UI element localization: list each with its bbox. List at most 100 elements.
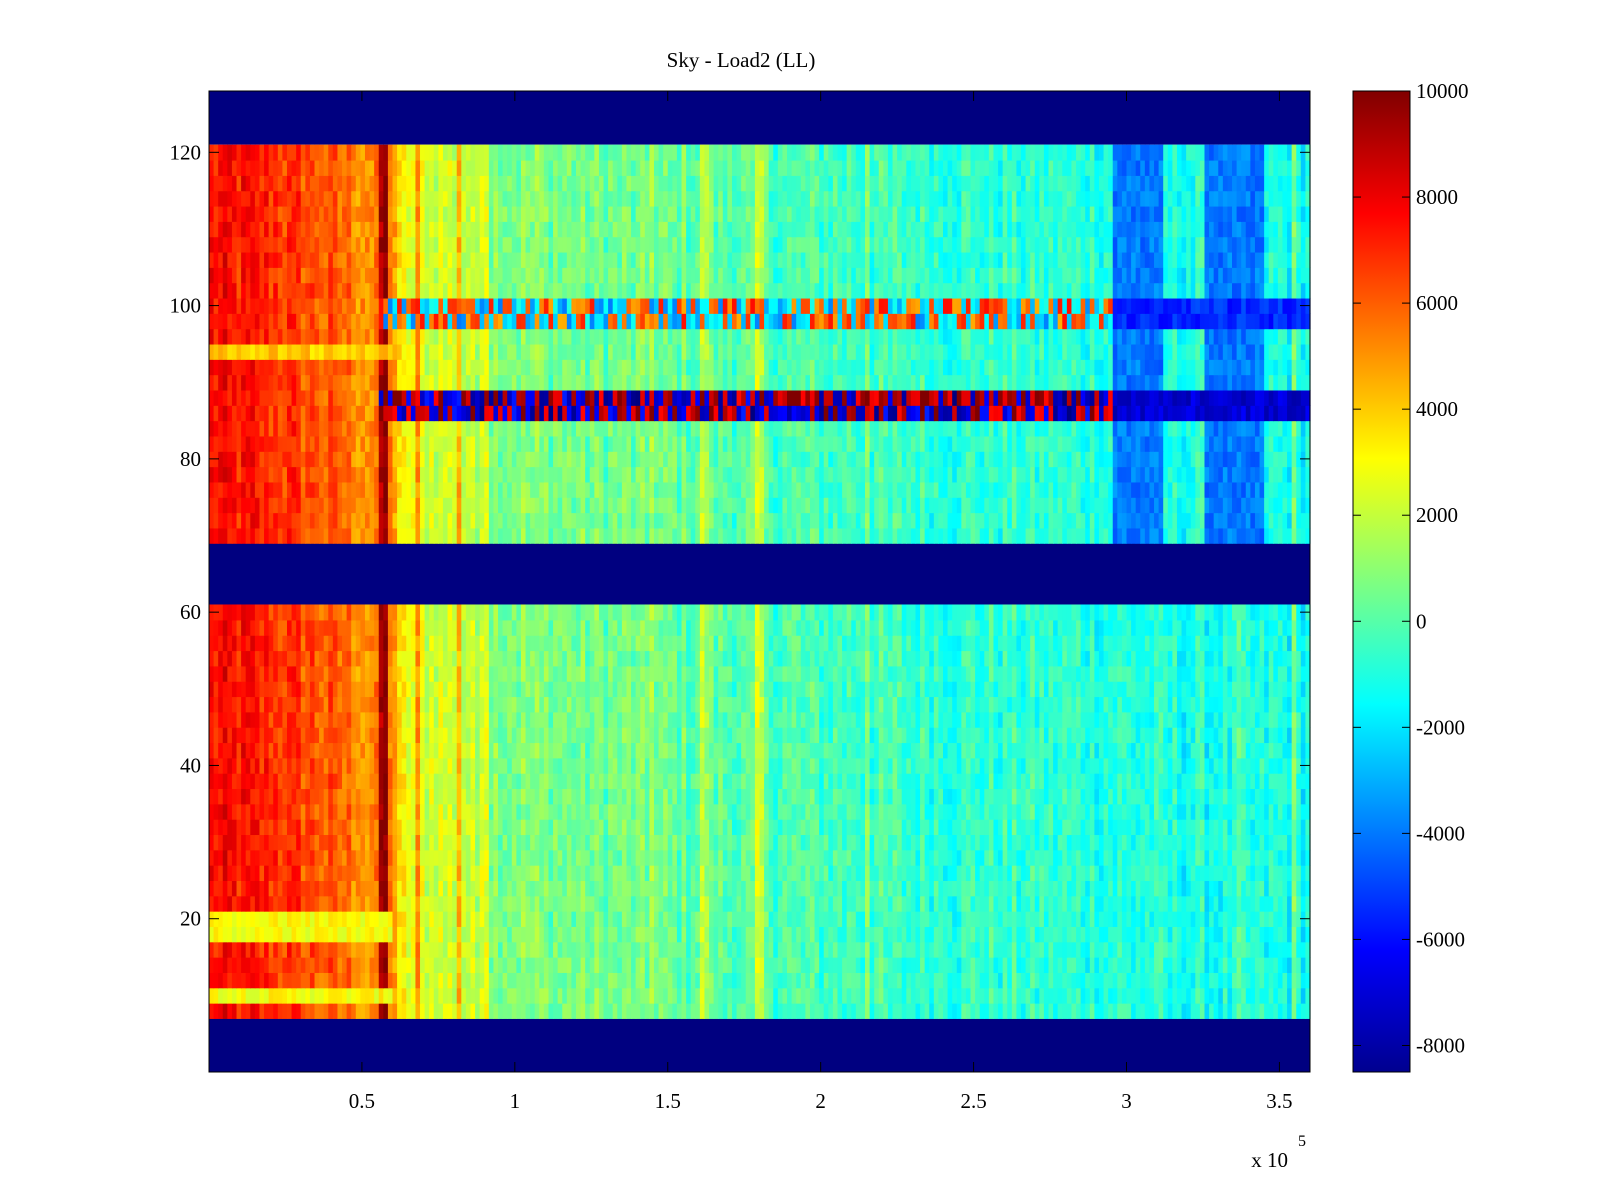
heatmap-cell bbox=[1163, 987, 1169, 1004]
heatmap-cell bbox=[736, 957, 742, 973]
heatmap-cell bbox=[832, 711, 839, 728]
heatmap-cell bbox=[1167, 941, 1173, 958]
heatmap-cell bbox=[1126, 742, 1132, 759]
heatmap-cell bbox=[397, 711, 403, 728]
heatmap-cell bbox=[250, 926, 256, 943]
heatmap-cell bbox=[1098, 941, 1105, 958]
heatmap-cell bbox=[461, 941, 467, 958]
heatmap-cell bbox=[1121, 941, 1128, 958]
heatmap-cell bbox=[548, 834, 554, 851]
heatmap-cell bbox=[764, 711, 770, 728]
heatmap-cell bbox=[745, 957, 751, 973]
heatmap-cell bbox=[1209, 941, 1215, 958]
heatmap-cell bbox=[332, 911, 339, 927]
heatmap-cell bbox=[534, 773, 540, 790]
heatmap-cell bbox=[507, 926, 513, 943]
heatmap-cell bbox=[1025, 941, 1031, 958]
heatmap-cell bbox=[1025, 865, 1031, 881]
heatmap-cell bbox=[516, 742, 522, 759]
heatmap-cell bbox=[475, 819, 481, 836]
heatmap-cell bbox=[1057, 696, 1063, 713]
heatmap-cell bbox=[952, 987, 958, 1004]
heatmap-cell bbox=[1066, 757, 1073, 774]
heatmap-cell bbox=[865, 711, 871, 728]
heatmap-cell bbox=[360, 865, 366, 881]
heatmap-cell bbox=[1259, 926, 1265, 943]
heatmap-cell bbox=[1236, 957, 1242, 973]
heatmap-cell bbox=[1273, 972, 1279, 989]
heatmap-cell bbox=[598, 1003, 605, 1019]
heatmap-cell bbox=[731, 819, 738, 836]
heatmap-cell bbox=[1144, 926, 1151, 943]
heatmap-cell bbox=[809, 696, 816, 713]
heatmap-cell bbox=[608, 926, 614, 943]
heatmap-cell bbox=[498, 773, 504, 790]
heatmap-cell bbox=[800, 803, 806, 820]
heatmap-cell bbox=[429, 895, 435, 912]
heatmap-cell bbox=[369, 865, 375, 881]
heatmap-cell bbox=[635, 880, 641, 897]
heatmap-cell bbox=[209, 849, 215, 866]
heatmap-cell bbox=[603, 773, 609, 790]
heatmap-cell bbox=[704, 1003, 710, 1019]
heatmap-cell bbox=[1204, 957, 1210, 973]
heatmap-cell bbox=[626, 972, 632, 989]
heatmap-cell bbox=[1117, 773, 1123, 790]
heatmap-cell bbox=[543, 895, 550, 912]
heatmap-cell bbox=[800, 1003, 806, 1019]
heatmap-cell bbox=[598, 696, 605, 713]
heatmap-cell bbox=[1066, 696, 1073, 713]
heatmap-cell bbox=[819, 757, 825, 774]
heatmap-cell bbox=[865, 757, 871, 774]
heatmap-cell bbox=[612, 941, 618, 958]
heatmap-cell bbox=[1098, 711, 1105, 728]
heatmap-cell bbox=[332, 742, 339, 759]
heatmap-cell bbox=[1287, 972, 1293, 989]
heatmap-cell bbox=[796, 941, 802, 958]
heatmap-cell bbox=[273, 727, 279, 744]
heatmap-cell bbox=[493, 696, 499, 713]
heatmap-cell bbox=[562, 849, 568, 866]
heatmap-cell bbox=[956, 911, 962, 927]
heatmap-cell bbox=[1089, 803, 1095, 820]
heatmap-cell bbox=[851, 849, 857, 866]
heatmap-cell bbox=[484, 895, 490, 912]
heatmap-cell bbox=[653, 742, 660, 759]
heatmap-cell bbox=[860, 788, 866, 805]
heatmap-cell bbox=[947, 727, 953, 744]
heatmap-cell bbox=[988, 803, 995, 820]
heatmap-cell bbox=[475, 941, 481, 958]
heatmap-cell bbox=[663, 926, 669, 943]
heatmap-cell bbox=[672, 696, 678, 713]
heatmap-cell bbox=[571, 987, 577, 1004]
heatmap-cell bbox=[603, 711, 609, 728]
heatmap-cell bbox=[475, 972, 481, 989]
heatmap-cell bbox=[209, 742, 215, 759]
heatmap-cell bbox=[1259, 880, 1265, 897]
heatmap-cell bbox=[1232, 757, 1238, 774]
heatmap-cell bbox=[910, 880, 917, 897]
heatmap-cell bbox=[539, 941, 545, 958]
heatmap-cell bbox=[653, 880, 660, 897]
heatmap-cell bbox=[1112, 742, 1118, 759]
heatmap-cell bbox=[943, 773, 949, 790]
heatmap-cell bbox=[832, 880, 839, 897]
heatmap-cell bbox=[222, 727, 228, 744]
heatmap-cell bbox=[461, 849, 467, 866]
heatmap-cell bbox=[374, 773, 380, 790]
heatmap-cell bbox=[777, 803, 784, 820]
heatmap-cell bbox=[1300, 773, 1307, 790]
heatmap-cell bbox=[1140, 972, 1146, 989]
heatmap-cell bbox=[883, 803, 889, 820]
heatmap-cell bbox=[346, 880, 352, 897]
heatmap-cell bbox=[1163, 803, 1169, 820]
heatmap-cell bbox=[635, 957, 641, 973]
heatmap-cell bbox=[984, 834, 990, 851]
heatmap-cell bbox=[938, 957, 944, 973]
heatmap-cell bbox=[438, 941, 444, 958]
heatmap-cell bbox=[286, 987, 293, 1004]
heatmap-cell bbox=[690, 865, 696, 881]
heatmap-cell bbox=[268, 987, 274, 1004]
heatmap-cell bbox=[924, 742, 930, 759]
heatmap-cell bbox=[1254, 911, 1261, 927]
